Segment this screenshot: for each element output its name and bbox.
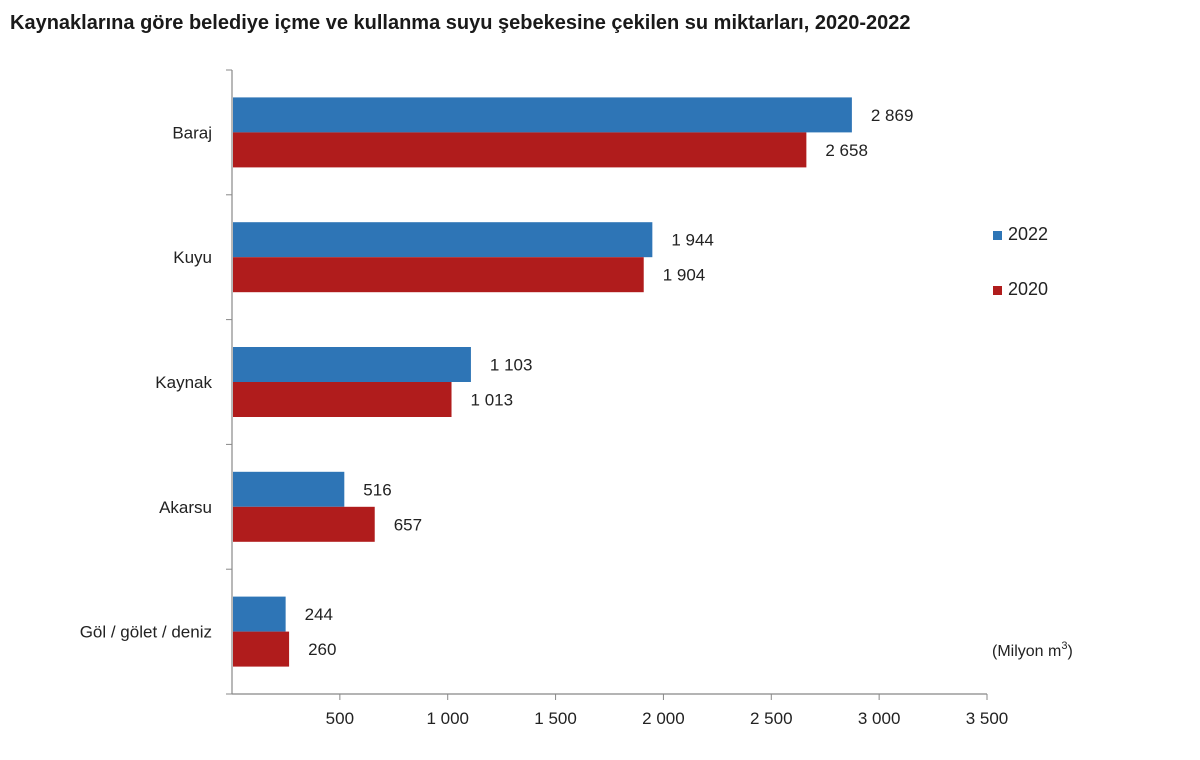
legend-swatch-2022 [993,231,1002,240]
legend-label: 2020 [1008,279,1048,299]
x-tick-label: 1 500 [534,709,577,728]
chart-legend: 2022 2020 [993,224,1048,299]
chart-axes: 500 1 000 1 500 2 000 2 500 3 000 3 500 Baraj Ku… [80,69,1009,728]
x-tick-label: 3 500 [966,709,1009,728]
category-label: Göl / gölet / deniz [80,623,212,642]
bar-2022 [233,97,852,133]
data-label: 1 013 [471,391,514,410]
bar-2020 [233,631,290,667]
x-tick-label: 2 000 [642,709,685,728]
data-label: 1 904 [663,266,706,285]
bar-2020 [233,132,807,168]
unit-label: (Milyon m3) [992,640,1073,660]
data-label: 516 [363,480,391,499]
chart-title: Kaynaklarına göre belediye içme ve kulla… [10,12,911,34]
data-label: 260 [308,640,336,659]
x-tick-label: 2 500 [750,709,793,728]
legend-swatch-2020 [993,286,1002,295]
bar-2022 [233,471,345,507]
x-tick-label: 500 [326,709,354,728]
data-label: 1 103 [490,356,533,375]
category-label: Kaynak [155,373,212,392]
data-label: 1 944 [671,231,714,250]
data-label: 2 658 [825,141,868,160]
data-label: 2 869 [871,106,914,125]
bar-2020 [233,506,375,542]
bar-2022 [233,222,653,258]
bar-2020 [233,257,644,293]
bar-2022 [233,347,471,382]
x-tick-label: 1 000 [426,709,469,728]
bar-2022 [233,596,286,632]
legend-label: 2022 [1008,224,1048,244]
category-label: Baraj [172,123,212,142]
bar-2020 [233,382,452,417]
data-label: 657 [394,515,422,534]
category-label: Kuyu [173,248,212,267]
x-tick-label: 3 000 [858,709,901,728]
category-label: Akarsu [159,498,212,517]
data-label: 244 [305,605,333,624]
